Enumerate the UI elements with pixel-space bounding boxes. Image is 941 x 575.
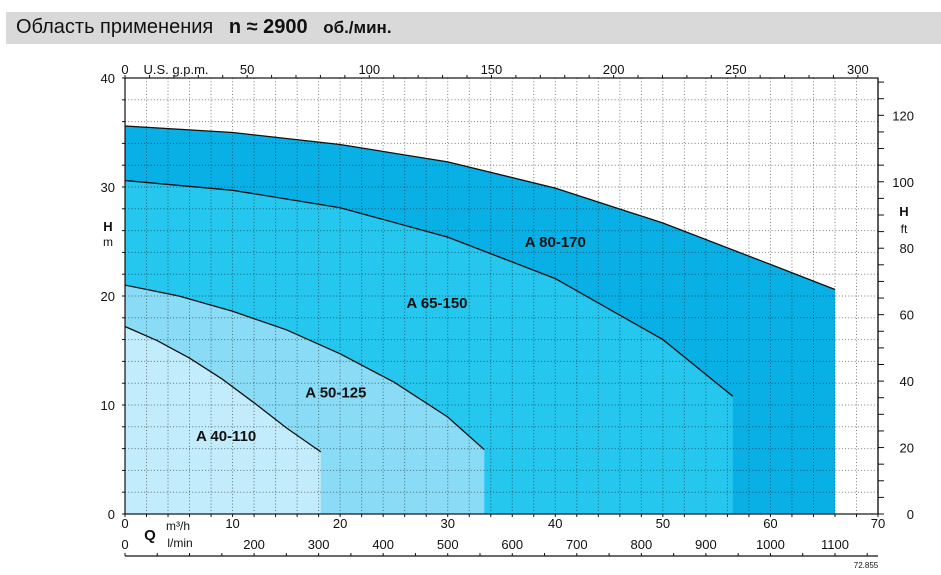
left-tick-label: 20: [101, 289, 115, 304]
lmin-tick-label: 800: [630, 537, 652, 552]
lmin-tick-label: 900: [695, 537, 717, 552]
lmin-tick-label: 0: [121, 537, 128, 552]
top-tick-label: 150: [481, 62, 503, 77]
curve-lines: [124, 125, 836, 453]
lmin-tick-label: 1100: [821, 537, 849, 552]
left-axis-unit: m: [103, 235, 113, 249]
bottom-tick-label: 20: [333, 516, 347, 531]
curve-a-40-110: [124, 325, 322, 453]
bottom-tick-label: 60: [763, 516, 777, 531]
top-tick-label: 100: [358, 62, 380, 77]
bottom-tick-label: 50: [656, 516, 670, 531]
lmin-tick-label: 600: [501, 537, 523, 552]
series-label: A 50-125: [305, 384, 366, 401]
curve-fills: [125, 126, 835, 514]
title-bar: Область применения n ≈ 2900 об./мин.: [6, 12, 941, 44]
series-label: A 80-170: [525, 234, 586, 251]
left-tick-label: 10: [101, 398, 115, 413]
top-tick-label: 50: [240, 62, 254, 77]
left-tick-label: 40: [101, 71, 115, 86]
top-tick-label: 300: [847, 62, 869, 77]
bottom-tick-label: 40: [548, 516, 562, 531]
lmin-axis-unit: l/min: [167, 536, 192, 550]
speed-unit: об./мин.: [323, 18, 392, 37]
bottom-tick-label: 0: [121, 516, 128, 531]
right-tick-label: 100: [892, 175, 914, 190]
right-axis-unit: ft: [901, 222, 908, 236]
bottom-tick-label: 30: [440, 516, 454, 531]
lmin-tick-label: 200: [243, 537, 265, 552]
lmin-tick-label: 300: [308, 537, 330, 552]
series-label: A 40-110: [196, 428, 256, 445]
curve-a-65-150: [124, 179, 734, 397]
lmin-tick-label: 1000: [756, 537, 785, 552]
right-tick-label: 80: [900, 241, 914, 256]
top-axis-label: U.S. g.p.m.: [143, 62, 208, 77]
right-tick-label: 60: [900, 308, 914, 323]
left-tick-label: 30: [101, 180, 115, 195]
lmin-tick-label: 500: [437, 537, 459, 552]
top-tick-label: 200: [603, 62, 625, 77]
bottom-axis-unit: m³/h: [166, 519, 190, 533]
text-layer: A 40-110 A 50-125 A 65-150 A 80-170 0 10 20 30 4…: [101, 62, 914, 570]
fill-a-40-110: [125, 326, 321, 514]
page-title: Область применения n ≈ 2900 об./мин.: [16, 16, 392, 39]
bottom-axis-label: Q: [144, 527, 156, 544]
right-tick-label: 20: [900, 441, 914, 456]
series-label: A 65-150: [406, 295, 467, 312]
left-tick-label: 0: [108, 507, 115, 522]
bottom-tick-label: 10: [225, 516, 239, 531]
right-axis-label: H: [899, 204, 908, 219]
lmin-tick-label: 700: [566, 537, 588, 552]
left-axis-label: H: [103, 219, 112, 234]
top-tick-label: 0: [121, 62, 128, 77]
speed-label: n ≈ 2900: [228, 16, 308, 38]
title-label: Область применения: [16, 16, 214, 38]
right-tick-label: 120: [892, 108, 914, 123]
bottom-tick-label: 70: [871, 516, 885, 531]
lmin-tick-label: 400: [372, 537, 394, 552]
curve-a-80-170: [124, 125, 836, 291]
curve-a-50-125: [124, 284, 485, 451]
right-tick-label: 0: [907, 507, 914, 522]
right-tick-label: 40: [900, 374, 914, 389]
top-tick-label: 250: [725, 62, 747, 77]
footnote: 72.855: [854, 561, 879, 570]
